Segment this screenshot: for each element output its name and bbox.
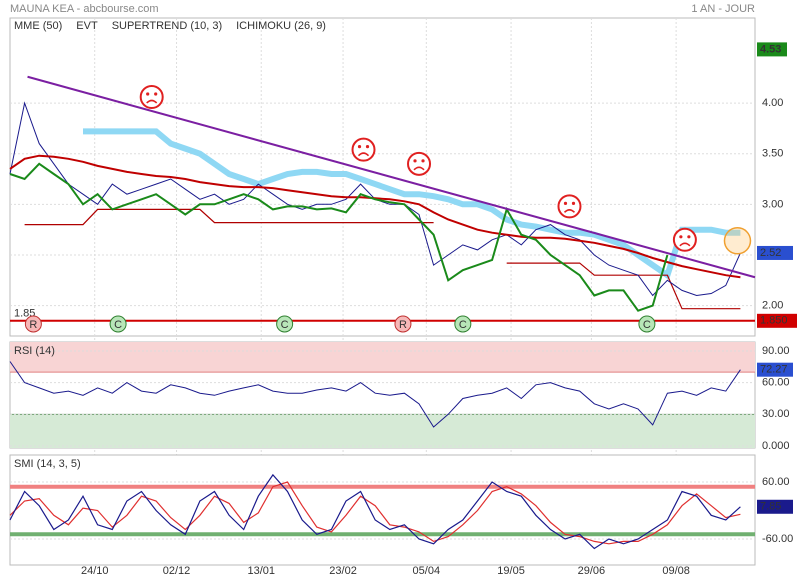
eye [413,159,417,163]
high-badge [757,42,787,57]
sad-face [672,227,697,252]
evt [24,208,741,310]
face [672,227,697,252]
x-tick-label: 23/02 [329,565,357,577]
legend-entry: MME (50) [14,20,62,32]
eye [563,201,568,205]
eye [357,145,362,149]
y-tick-label: 0.000 [762,440,790,452]
support-badge-label: 1.850 [760,315,788,327]
signal-label: C [114,319,122,331]
sad-face [139,84,164,109]
sad-face [351,137,376,162]
y-tick-label: 3.00 [762,198,783,210]
last-label: 72.27 [760,364,788,376]
eye [421,159,425,163]
y-tick-label: 60.00 [762,377,790,389]
signal-label: C [459,319,467,331]
x-tick-label: 24/10 [81,565,109,577]
x-tick-label: 29/06 [578,565,606,577]
mouth [679,242,691,247]
mouth [146,99,158,104]
last-badge [757,499,793,514]
face [351,137,376,162]
mouth [563,209,576,213]
legend-entry: SUPERTREND (10, 3) [112,20,222,32]
pane [9,17,756,337]
y-tick-label: 4.00 [762,97,783,109]
last-label: 7.85 [760,501,781,513]
signal [276,315,294,333]
signal-label: R [29,319,37,331]
last-badge [757,362,793,377]
mouth [413,166,425,171]
signal-label: C [643,319,651,331]
chart-title: MAUNA KEA - abcbourse.com [10,3,159,15]
eye [571,201,576,205]
y-tick-label: 90.00 [762,345,790,357]
y-tick-label: 2.00 [762,300,783,312]
x-tick-label: 05/04 [413,565,441,577]
eye [146,92,150,96]
y-tick-label: 30.00 [762,408,790,420]
rsi-line [9,361,741,428]
last-badge [757,245,793,260]
last-label: 2.52 [760,247,781,259]
eye [679,235,683,239]
x-tick-label: 19/05 [497,565,525,577]
overbought-zone [10,342,755,373]
y-tick-label: -60.00 [762,533,793,545]
x-tick-label: 09/08 [662,565,690,577]
supertrend [9,162,669,312]
sad-face [407,151,432,176]
sad-face [557,194,582,219]
face [139,84,164,109]
eye [154,92,158,96]
trendline [27,75,756,279]
signal [24,315,42,333]
x-tick-label: 13/01 [247,565,275,577]
eye [687,235,691,239]
signal [109,315,127,333]
face [407,151,432,176]
legend-entry: ICHIMOKU (26, 9) [236,20,326,32]
signal-label: C [281,319,289,331]
signal [454,315,472,333]
oversold-zone [10,414,755,448]
pane-title: SMI (14, 3, 5) [14,458,81,470]
face [557,194,582,219]
mouth [357,152,370,157]
pane [9,454,756,566]
x-tick-label: 02/12 [163,565,191,577]
signal [638,315,656,333]
highlight [723,227,752,255]
y-tick-label: 3.50 [762,148,783,160]
period: 1 AN - JOUR [691,3,755,15]
y-tick-label: 60.00 [762,476,790,488]
support-badge [757,313,797,328]
high-label: 4.53 [760,43,781,55]
smi-line [9,473,741,550]
legend-entry: EVT [76,20,98,32]
signal-label: R [399,319,407,331]
eye [365,145,370,149]
signal [394,315,412,333]
pane-title: RSI (14) [14,345,55,357]
